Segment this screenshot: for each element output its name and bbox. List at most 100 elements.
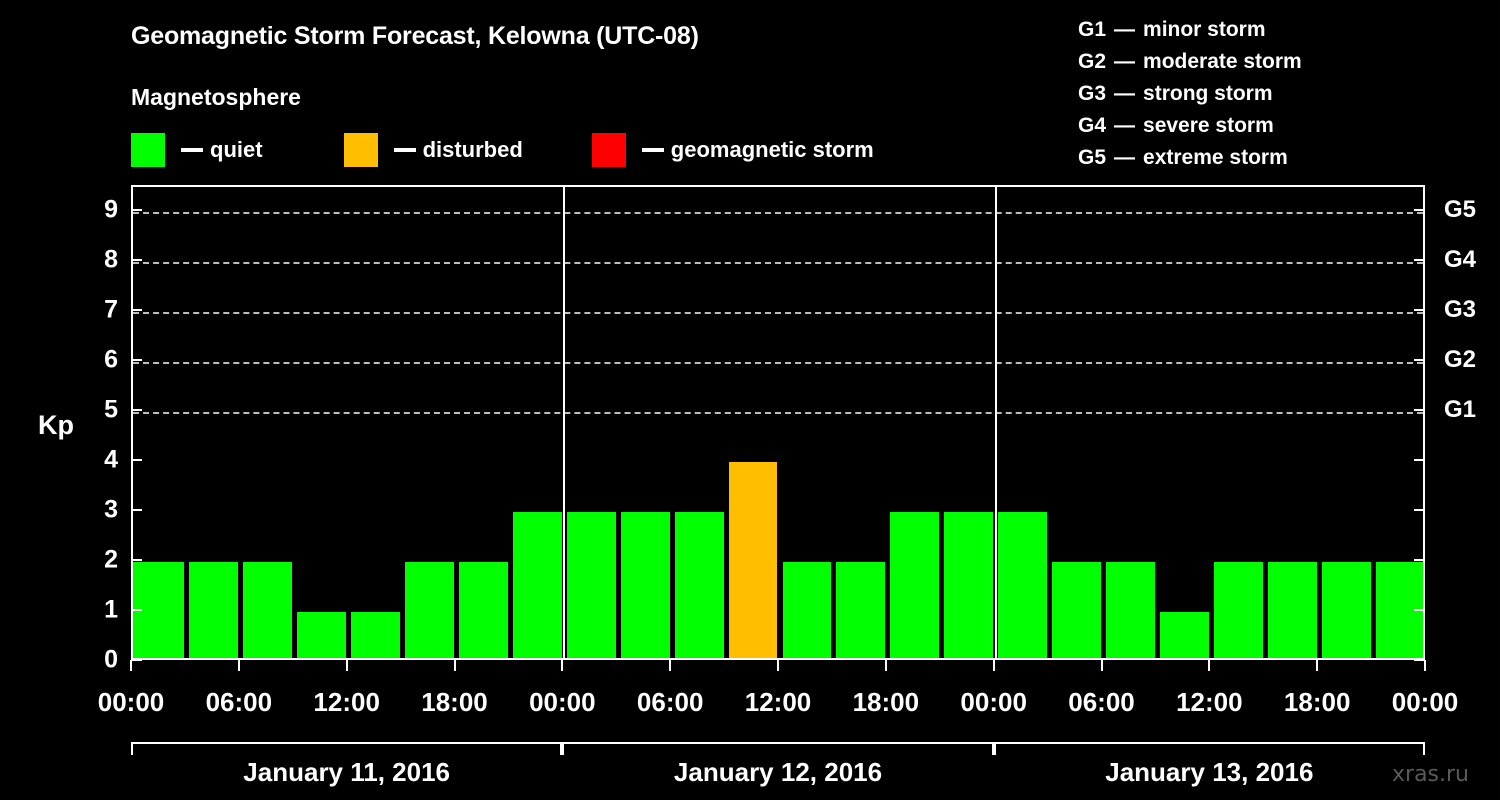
legend-item-quiet: quiet — [131, 132, 263, 168]
gscale-code-g2: G2 — [1078, 50, 1107, 73]
date-bracket-0 — [131, 742, 563, 755]
x-tick-label-2: 12:00 — [313, 687, 380, 717]
x-tick-mark-9 — [1100, 660, 1103, 671]
kp-bar — [405, 562, 454, 658]
x-tick-mark-11 — [1316, 660, 1319, 671]
x-tick-mark-5 — [669, 660, 672, 671]
legend-label-quiet: quiet — [210, 137, 263, 162]
chart-plot-area — [131, 185, 1425, 660]
x-tick-label-6: 12:00 — [744, 687, 812, 717]
kp-bar — [459, 562, 508, 658]
x-tick-mark-1 — [237, 660, 240, 671]
g-tick-mark-minor-kp-2 — [1414, 559, 1425, 561]
x-tick-label-9: 06:00 — [1068, 687, 1135, 717]
y-tick-label-4: 4 — [104, 445, 118, 474]
g-axis-label-G1: G1 — [1444, 396, 1477, 423]
x-tick-mark-10 — [1208, 660, 1211, 671]
day-separator-line — [563, 187, 566, 658]
y-tick-label-3: 3 — [104, 495, 118, 524]
kp-bar — [728, 462, 778, 658]
x-tick-label-5: 06:00 — [636, 687, 704, 717]
g-tick-mark-minor-kp-4 — [1414, 459, 1425, 461]
y-tick-mark-4 — [131, 459, 142, 461]
x-tick-label-10: 12:00 — [1176, 687, 1243, 717]
kp-bar — [189, 562, 239, 658]
x-tick-mark-0 — [130, 660, 132, 671]
kp-bar — [998, 512, 1048, 658]
kp-bar — [133, 562, 185, 658]
x-tick-mark-12 — [1424, 660, 1426, 671]
gscale-entry-g1: G1 — minor storm — [1078, 14, 1302, 46]
date-label-0: January 11, 2016 — [243, 757, 451, 787]
legend-dash-storm-icon — [641, 148, 664, 152]
kp-bar — [351, 612, 401, 658]
x-tick-mark-6 — [777, 660, 779, 671]
y-tick-label-2: 2 — [104, 545, 118, 574]
x-tick-mark-2 — [345, 660, 348, 671]
legend-label-disturbed: disturbed — [422, 137, 523, 162]
y-tick-mark-5 — [131, 409, 142, 411]
x-tick-label-3: 18:00 — [421, 687, 488, 717]
g-tick-mark-G3 — [1414, 309, 1425, 311]
gscale-entry-g3: G3 — strong storm — [1078, 78, 1302, 110]
gscale-desc-g4: severe storm — [1143, 114, 1274, 137]
gscale-code-g5: G5 — [1078, 146, 1107, 169]
gridline-kp-7 — [133, 312, 1423, 314]
gscale-desc-g5: extreme storm — [1143, 146, 1288, 169]
x-tick-label-11: 18:00 — [1283, 687, 1351, 717]
x-tick-label-0: 00:00 — [97, 687, 165, 717]
gridline-kp-8 — [133, 262, 1423, 264]
kp-bar — [674, 512, 724, 658]
x-tick-label-4: 00:00 — [529, 687, 596, 717]
x-tick-mark-4 — [561, 660, 564, 671]
gridline-kp-9 — [133, 212, 1423, 214]
watermark: xras.ru — [1392, 762, 1469, 787]
y-tick-label-7: 7 — [104, 295, 118, 324]
quiet-color-swatch-icon — [131, 133, 165, 167]
g-axis-label-G3: G3 — [1444, 296, 1477, 323]
kp-bar — [1106, 562, 1155, 658]
gscale-code-g1: G1 — [1078, 18, 1107, 41]
kp-bar — [944, 512, 994, 658]
x-tick-mark-3 — [453, 660, 456, 671]
disturbed-color-swatch-icon — [343, 133, 378, 167]
legend-dash-quiet-icon — [181, 148, 203, 152]
kp-bar — [1321, 562, 1371, 658]
gscale-code-g4: G4 — [1078, 114, 1107, 137]
x-tick-label-12: 00:00 — [1391, 687, 1459, 717]
y-tick-mark-2 — [131, 559, 142, 561]
kp-bar — [512, 512, 562, 658]
y-tick-mark-9 — [131, 209, 142, 211]
y-tick-label-0: 0 — [104, 645, 118, 674]
gscale-desc-g3: strong storm — [1143, 82, 1273, 105]
gscale-dash-g3: — — [1114, 82, 1136, 105]
date-bracket-1 — [562, 742, 994, 755]
kp-bar — [243, 562, 293, 658]
legend: quiet disturbed geomagnetic storm — [131, 132, 874, 168]
date-label-1: January 12, 2016 — [673, 757, 883, 787]
date-bracket-2 — [993, 742, 1425, 755]
g-axis-label-G5: G5 — [1444, 196, 1477, 223]
gscale-desc-g1: minor storm — [1143, 18, 1266, 41]
magnetosphere-section-label: Magnetosphere — [131, 84, 301, 110]
y-tick-mark-7 — [131, 309, 142, 311]
y-tick-mark-0 — [131, 659, 142, 661]
day-separator-line — [994, 187, 997, 658]
g-axis-label-G4: G4 — [1444, 246, 1477, 273]
gridline-kp-6 — [133, 362, 1423, 364]
g-tick-mark-G1 — [1414, 409, 1425, 411]
x-tick-label-7: 18:00 — [852, 687, 920, 717]
g-tick-mark-G5 — [1414, 209, 1425, 211]
g-tick-mark-minor-kp-1 — [1414, 609, 1425, 611]
gridline-kp-5 — [133, 412, 1423, 414]
g-tick-mark-minor-kp-0 — [1414, 659, 1425, 661]
storm-color-swatch-icon — [591, 133, 626, 167]
kp-bar — [1267, 562, 1317, 658]
legend-dash-disturbed-icon — [393, 148, 416, 152]
legend-item-geomagnetic-storm: geomagnetic storm — [591, 132, 874, 168]
y-tick-mark-1 — [131, 609, 142, 611]
x-tick-mark-8 — [992, 660, 995, 671]
kp-bar — [1052, 562, 1101, 658]
gscale-entry-g5: G5 — extreme storm — [1078, 142, 1302, 174]
gscale-entry-g2: G2 — moderate storm — [1078, 46, 1302, 78]
